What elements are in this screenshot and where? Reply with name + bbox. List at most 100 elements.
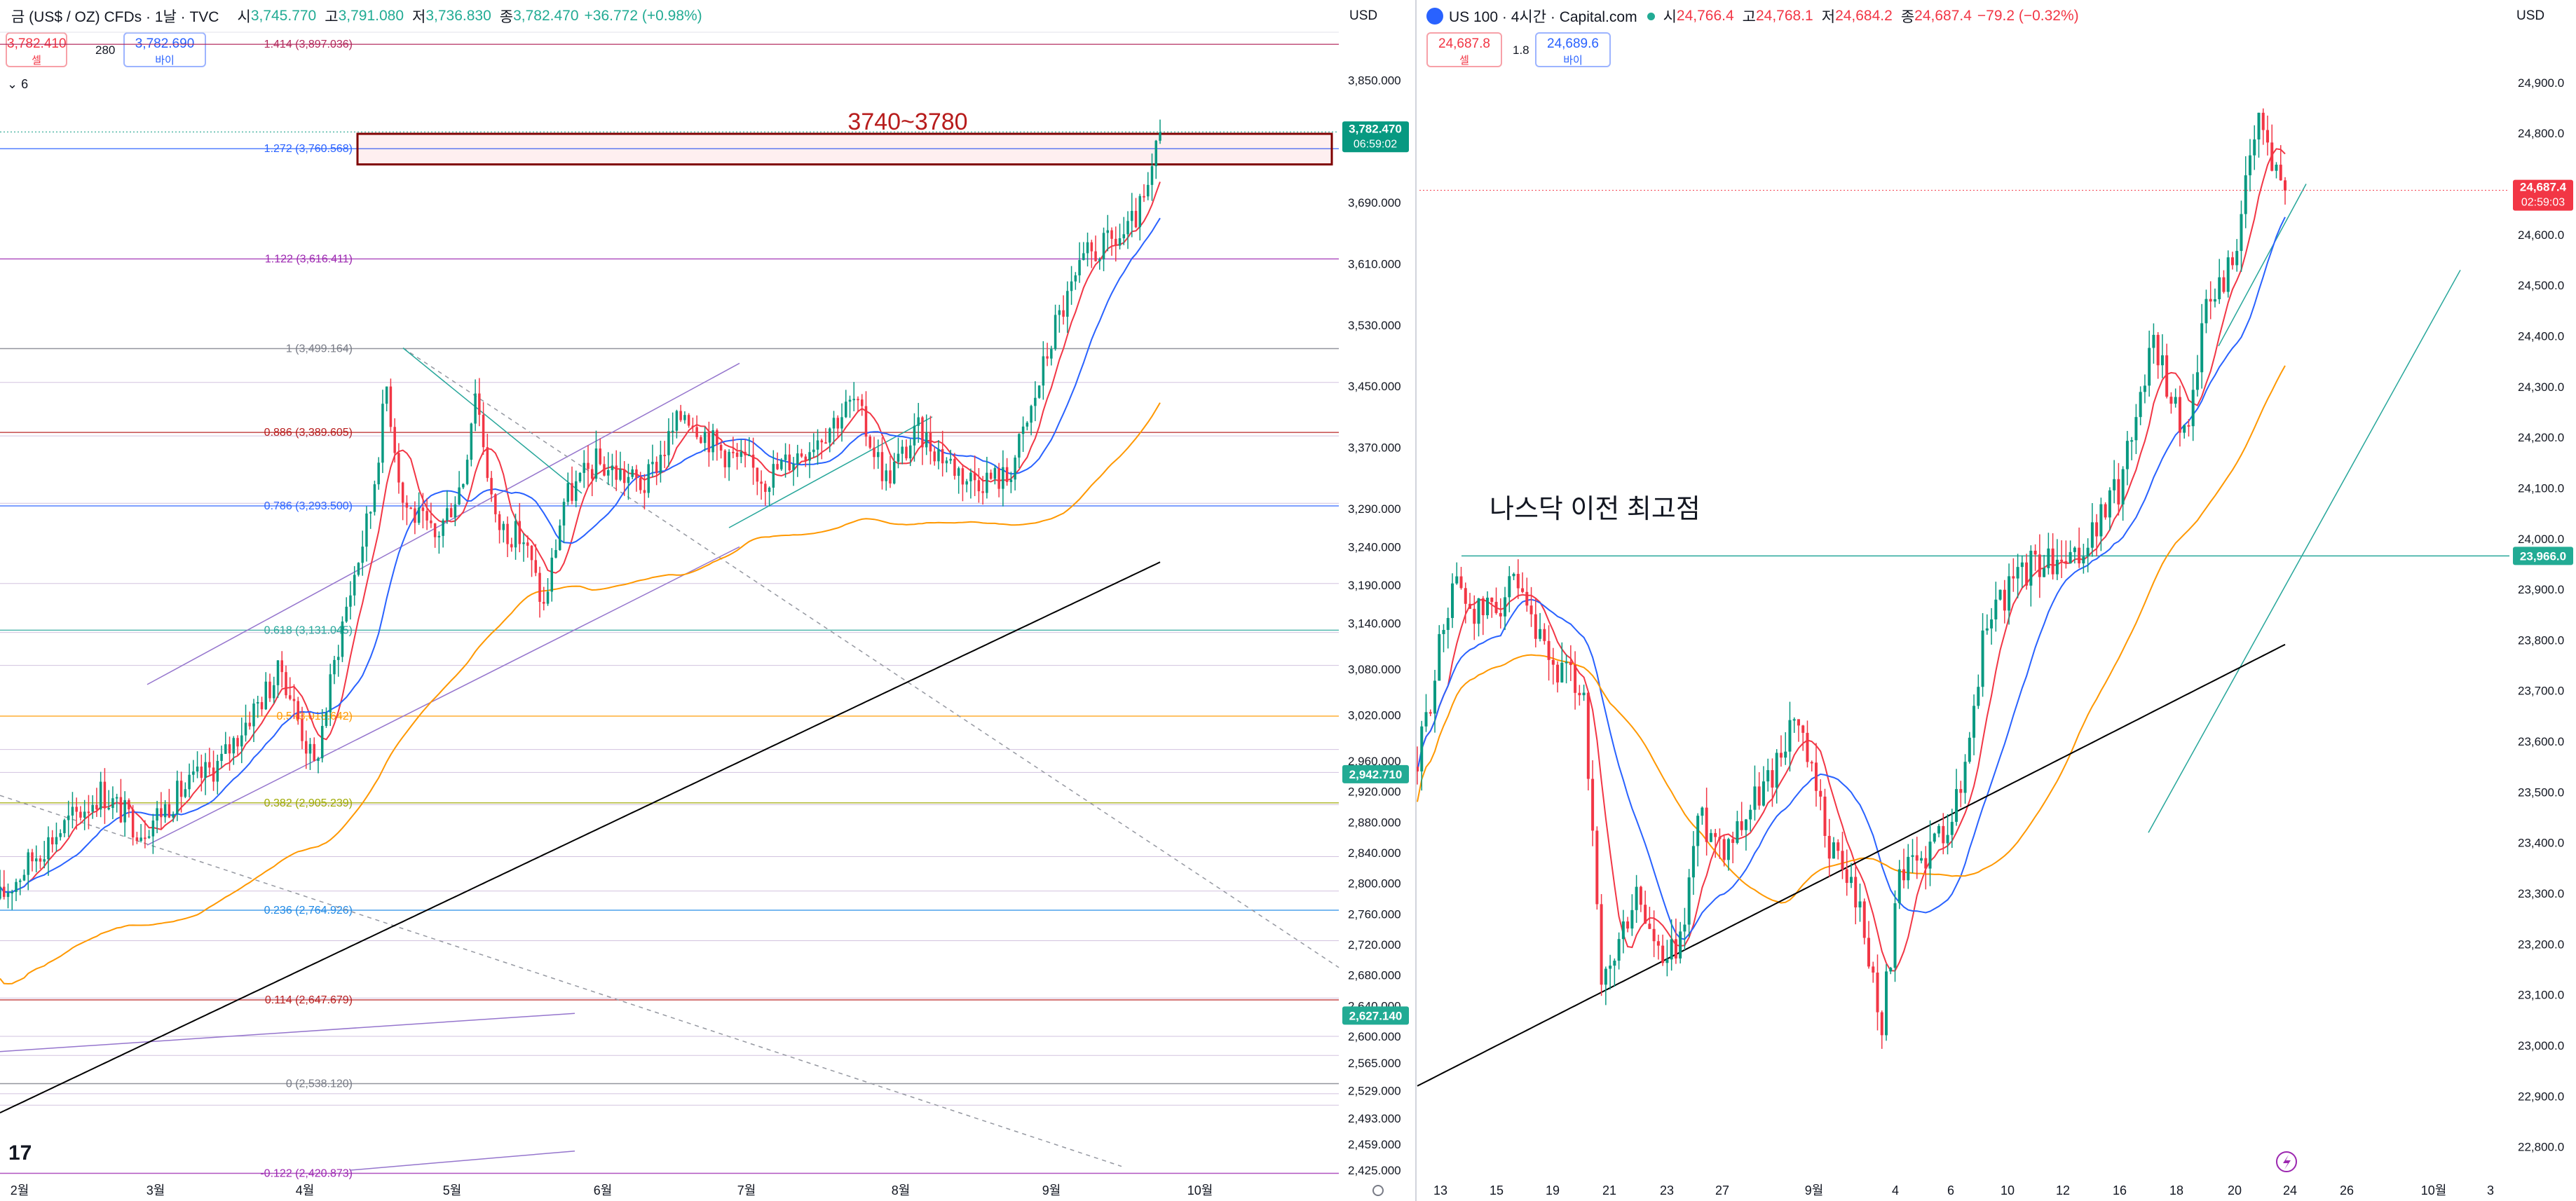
nasdaq-candle[interactable] [2165, 355, 2169, 397]
nasdaq-candle[interactable] [1897, 869, 1901, 904]
nasdaq-candle[interactable] [1442, 630, 1445, 634]
gold-candle[interactable] [671, 430, 674, 432]
gold-candle[interactable] [1005, 467, 1009, 482]
nasdaq-candle[interactable] [2082, 556, 2085, 564]
gold-candle[interactable] [482, 414, 485, 448]
gold-candle[interactable] [1018, 434, 1021, 458]
gold-candle[interactable] [373, 484, 376, 512]
nasdaq-candle[interactable] [1994, 599, 1998, 619]
nasdaq-candle[interactable] [1998, 589, 2002, 600]
gold-candle[interactable] [123, 799, 126, 823]
gold-candle[interactable] [603, 464, 606, 476]
gold-candle[interactable] [873, 447, 875, 458]
gold-candle[interactable] [248, 722, 252, 727]
gold-candle[interactable] [716, 430, 718, 445]
nasdaq-candle[interactable] [1521, 588, 1525, 592]
nasdaq-candle[interactable] [1705, 807, 1708, 842]
nasdaq-candle[interactable] [1547, 640, 1551, 660]
gold-candle[interactable] [160, 808, 163, 818]
right-buy-button[interactable]: 24,689.6 바이 [1535, 32, 1611, 67]
gold-candle[interactable] [79, 811, 82, 818]
gold-candle[interactable] [1147, 184, 1150, 197]
gold-candle[interactable] [550, 557, 554, 592]
nasdaq-candle[interactable] [1911, 855, 1914, 857]
gold-candle[interactable] [957, 468, 960, 476]
gold-candle[interactable] [1086, 242, 1089, 254]
nasdaq-candle[interactable] [1771, 770, 1774, 788]
nasdaq-candle[interactable] [2218, 277, 2221, 300]
gold-candle[interactable] [829, 428, 831, 443]
gold-candle[interactable] [353, 575, 356, 596]
gold-candle[interactable] [417, 507, 421, 523]
nasdaq-candle[interactable] [1451, 583, 1454, 618]
gold-candle[interactable] [292, 699, 296, 701]
gold-candle[interactable] [192, 771, 195, 775]
gold-candle[interactable] [71, 807, 74, 816]
nasdaq-candle[interactable] [1963, 762, 1967, 793]
gold-candle[interactable] [289, 695, 292, 699]
gold-candle[interactable] [216, 760, 219, 782]
gold-candle[interactable] [1082, 253, 1085, 261]
gold-candle[interactable] [31, 852, 34, 862]
gold-candle[interactable] [735, 452, 739, 457]
gold-candle[interactable] [228, 744, 231, 754]
gold-candle[interactable] [397, 453, 400, 483]
nasdaq-candle[interactable] [1832, 842, 1835, 859]
gold-candle[interactable] [1074, 275, 1077, 282]
nasdaq-candle[interactable] [1416, 767, 1419, 771]
gold-candle[interactable] [1106, 230, 1110, 233]
gold-candle[interactable] [820, 440, 824, 443]
nasdaq-candle[interactable] [2016, 567, 2019, 579]
gold-candle[interactable] [458, 487, 461, 505]
gold-candle[interactable] [188, 774, 191, 790]
gold-candle[interactable] [937, 448, 940, 462]
nasdaq-candle[interactable] [1499, 612, 1502, 617]
nasdaq-candle[interactable] [1490, 597, 1494, 602]
gold-candle[interactable] [502, 523, 505, 530]
gold-candle[interactable] [163, 804, 167, 818]
gold-candle[interactable] [196, 767, 199, 772]
gold-candle[interactable] [1118, 238, 1122, 246]
gold-candle[interactable] [848, 399, 852, 402]
nasdaq-candle[interactable] [1424, 712, 1428, 727]
nasdaq-candle[interactable] [1455, 576, 1459, 584]
nasdaq-candle[interactable] [1429, 712, 1432, 714]
gold-candle[interactable] [969, 472, 972, 481]
gold-candle[interactable] [1131, 210, 1133, 221]
gold-candle[interactable] [329, 674, 332, 713]
gold-candle[interactable] [655, 462, 658, 474]
gold-candle[interactable] [615, 465, 618, 480]
nasdaq-candle[interactable] [2209, 298, 2212, 302]
nasdaq-candle[interactable] [1985, 628, 1989, 631]
nasdaq-candle[interactable] [1836, 842, 1840, 851]
gold-candle[interactable] [566, 483, 570, 502]
gold-candle[interactable] [336, 657, 340, 660]
gold-candle[interactable] [433, 523, 437, 537]
gold-candle[interactable] [1009, 479, 1013, 482]
gold-candle[interactable] [1037, 385, 1041, 398]
nasdaq-candle[interactable] [1604, 968, 1607, 985]
nasdaq-candle[interactable] [1670, 939, 1673, 960]
nasdaq-candle[interactable] [2051, 548, 2054, 575]
gold-candle[interactable] [1159, 132, 1161, 141]
nasdaq-candle[interactable] [2178, 397, 2181, 433]
nasdaq-candle[interactable] [1977, 687, 1980, 706]
nasdaq-candle[interactable] [1902, 869, 1906, 881]
gold-candle[interactable] [808, 452, 811, 461]
nasdaq-candle[interactable] [2284, 180, 2287, 191]
left-symbol-title[interactable]: 금 (US$ / OZ) CFDs · 1날 · TVC [11, 9, 219, 25]
gold-candle[interactable] [510, 544, 513, 548]
gold-candle[interactable] [131, 809, 135, 838]
gold-candle[interactable] [232, 738, 236, 754]
gold-candle[interactable] [2, 886, 6, 898]
nasdaq-candle[interactable] [1784, 751, 1787, 758]
nasdaq-candle[interactable] [1516, 574, 1520, 589]
gold-candle[interactable] [546, 591, 550, 604]
gold-candle[interactable] [812, 449, 815, 453]
nasdaq-candle[interactable] [2078, 547, 2081, 564]
nasdaq-candle[interactable] [2064, 561, 2068, 564]
gold-candle[interactable] [119, 797, 123, 823]
nasdaq-candle[interactable] [1639, 886, 1642, 905]
nasdaq-candle[interactable] [1880, 1012, 1883, 1036]
nasdaq-candle[interactable] [1862, 901, 1866, 938]
